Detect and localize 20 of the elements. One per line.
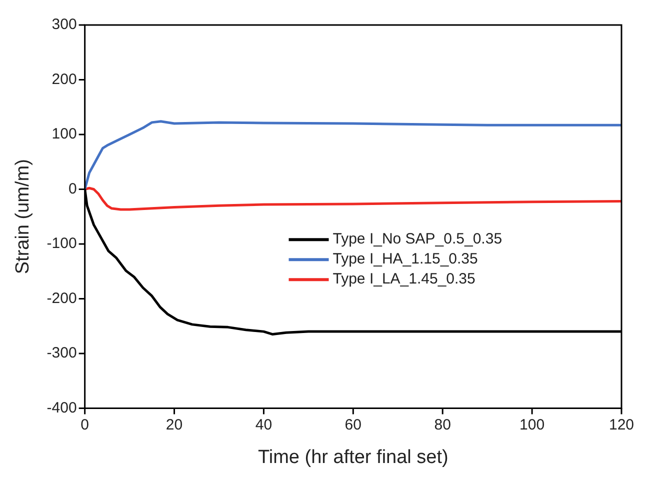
y-tick-label: -300 [46,344,77,362]
y-axis-title: Strain (um/m) [12,159,34,274]
y-tick-label: 200 [52,70,77,88]
y-tick-label: -200 [46,290,77,307]
legend-label: Type I_No SAP_0.5_0.35 [332,230,502,248]
x-tick-label: 60 [344,416,362,434]
x-axis-title: Time (hr after final set) [258,446,448,468]
x-tick-label: 40 [255,416,272,434]
y-tick-label: 300 [52,16,77,34]
y-tick-label: -100 [46,235,77,252]
x-tick-label: 120 [608,416,634,434]
x-tick-label: 100 [520,416,545,434]
y-tick-label: 0 [68,180,77,198]
legend-label: Type I_LA_1.45_0.35 [332,270,476,288]
x-tick-label: 20 [166,416,183,434]
x-tick-label: 0 [80,416,89,434]
legend-label: Type I_HA_1.15_0.35 [332,250,478,268]
y-tick-label: -400 [46,399,77,416]
x-tick-label: 80 [434,416,451,434]
y-tick-label: 100 [52,126,77,143]
